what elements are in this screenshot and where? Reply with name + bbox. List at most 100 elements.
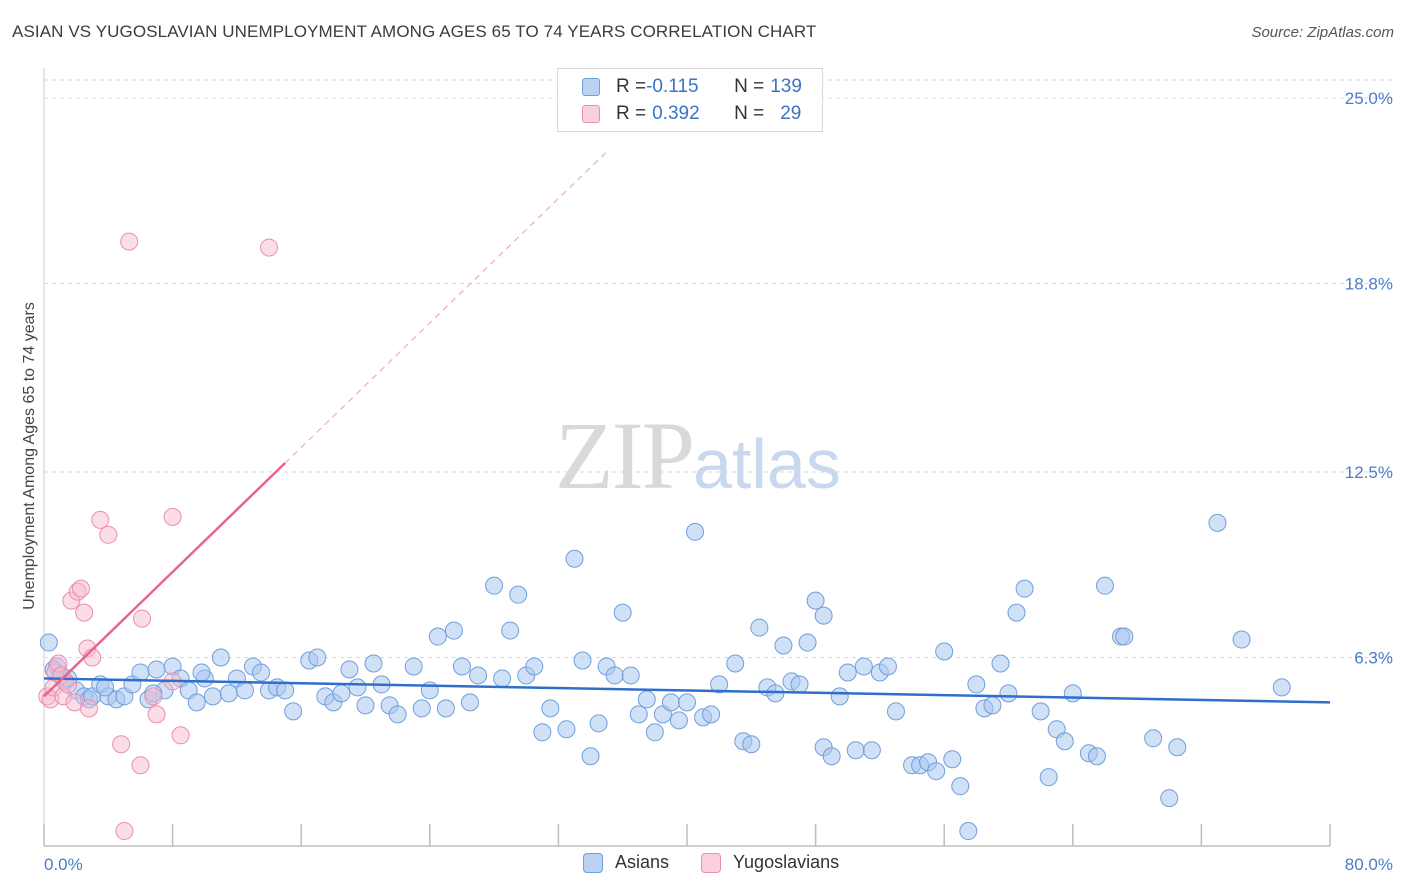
asians-n-label: N = (734, 76, 765, 97)
asians-point (276, 681, 295, 700)
yugoslavians-point (147, 705, 166, 724)
asians-point (541, 699, 560, 718)
asians-point (485, 576, 504, 595)
asians-point (388, 705, 407, 724)
asians-point (211, 648, 230, 667)
asians-point (629, 705, 648, 724)
asians-point (702, 705, 721, 724)
asians-point (1007, 603, 1026, 622)
yugoslavians-point (71, 579, 90, 598)
asians-point (935, 642, 954, 661)
asians-point (192, 663, 211, 682)
yugoslavians-r-value: 0.392 (652, 103, 700, 124)
asians-point (742, 735, 761, 754)
asians-point (39, 633, 58, 652)
asians-point (364, 654, 383, 673)
asians-point (806, 591, 825, 610)
asians-point (967, 675, 986, 694)
asians-point (252, 663, 271, 682)
asians-point (991, 654, 1010, 673)
asians-point (340, 660, 359, 679)
asians-point (356, 696, 375, 715)
asians-point (1272, 678, 1291, 697)
asians-point (951, 777, 970, 796)
asians-point (187, 693, 206, 712)
correlation-legend: R = -0.115 N = 139 R = 0.392 N = 29 (557, 68, 823, 132)
asians-point (147, 660, 166, 679)
yugoslavians-point (83, 648, 102, 667)
yugoslavians-point (163, 507, 182, 526)
asians-point (308, 648, 327, 667)
x-tick-label: 80.0% (1345, 855, 1393, 874)
asians-point (533, 723, 552, 742)
asians-point (493, 669, 512, 688)
y-tick-label: 12.5% (1345, 463, 1393, 482)
yugoslavians-legend-swatch (701, 852, 722, 873)
asians-point (565, 549, 584, 568)
asians-point (750, 618, 769, 637)
yugoslavians-r-label: R = (616, 103, 647, 124)
legend-row-yugoslavians: R = 0.392 N = 29 (582, 103, 801, 125)
yugoslavians-points (38, 232, 279, 841)
asians-point (557, 720, 576, 739)
yugoslavians-point (120, 232, 139, 251)
asians-point (846, 741, 865, 760)
asians-trend (43, 462, 1331, 704)
asians-point (428, 627, 447, 646)
asians-point (613, 603, 632, 622)
watermark-atlas: atlas (693, 425, 841, 503)
x-tick-label: 0.0% (44, 855, 83, 874)
asians-point (1115, 627, 1134, 646)
yugoslavians-point (260, 238, 279, 257)
asians-point (645, 723, 664, 742)
yugoslavians-swatch (582, 105, 600, 123)
yugoslavians-point (144, 687, 163, 706)
asians-point (886, 702, 905, 721)
asians-point (605, 666, 624, 685)
asians-point (404, 657, 423, 676)
asians-point (1232, 630, 1251, 649)
watermark-zip: ZIP (555, 402, 695, 509)
yugoslavians-point (99, 525, 118, 544)
asians-point (798, 633, 817, 652)
chart-title: ASIAN VS YUGOSLAVIAN UNEMPLOYMENT AMONG … (12, 22, 817, 41)
asians-point (573, 651, 592, 670)
asians-r-label: R = (616, 76, 647, 97)
y-tick-label: 18.8% (1345, 274, 1393, 293)
yugoslavians-n-label: N = (734, 103, 765, 124)
asians-point (1095, 576, 1114, 595)
asians-point (1031, 702, 1050, 721)
asians-point (686, 522, 705, 541)
asians-point (1055, 732, 1074, 751)
asians-legend-label: Asians (615, 852, 670, 872)
asians-point (999, 684, 1018, 703)
legend-row-asians: R = -0.115 N = 139 (582, 76, 802, 98)
asians-point (460, 693, 479, 712)
asians-point (838, 663, 857, 682)
yugoslavians-trend (284, 151, 608, 464)
asians-point (219, 684, 238, 703)
yugoslavians-point (91, 510, 110, 529)
asians-point (678, 693, 696, 712)
asians-point (348, 678, 367, 697)
asians-point (525, 657, 544, 676)
asians-point (661, 693, 680, 712)
asians-point (621, 666, 640, 685)
asians-point (822, 747, 841, 766)
asians-point (943, 750, 962, 769)
asians-point (983, 696, 1002, 715)
yugoslavians-trend-extension (284, 151, 608, 464)
asians-point (1168, 738, 1187, 757)
asians-point (1015, 579, 1034, 598)
asians-point (790, 675, 809, 694)
asians-point (862, 741, 881, 760)
yugoslavians-point (131, 756, 150, 775)
asians-point (637, 690, 656, 709)
yugoslavians-legend-label: Yugoslavians (733, 852, 840, 872)
asians-point (131, 663, 150, 682)
tick-labels: 6.3% 12.5% 18.8% 25.0% 0.0% 80.0% (44, 89, 1393, 874)
asians-trend-line (43, 677, 1331, 704)
asians-point (436, 699, 455, 718)
yugoslavians-point (75, 603, 94, 622)
